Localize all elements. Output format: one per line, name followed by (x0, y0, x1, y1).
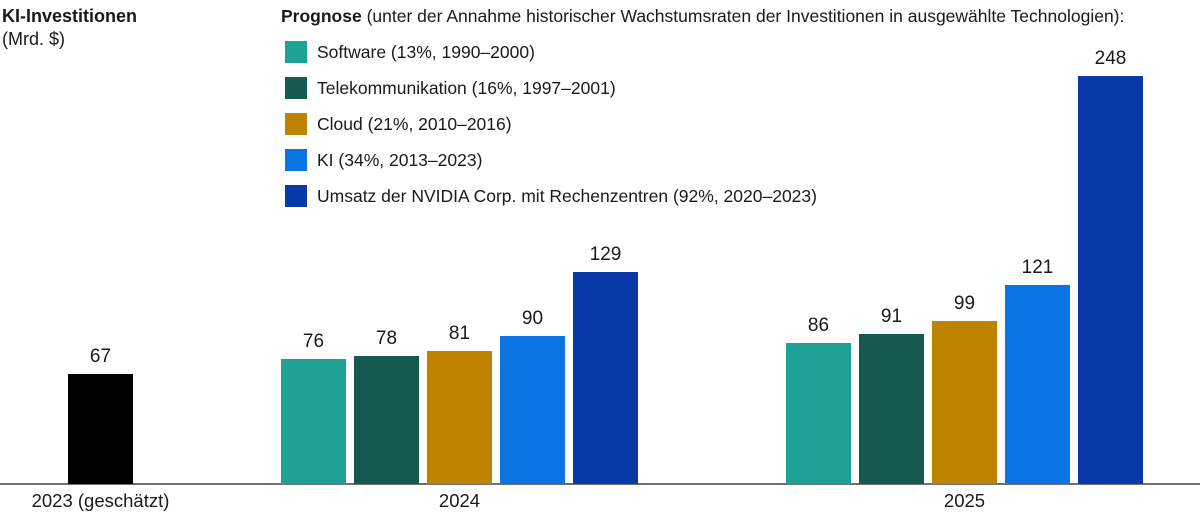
value-label-software-2024: 76 (302, 331, 325, 352)
value-label-cloud-2024: 81 (448, 323, 471, 344)
bar-software-2025 (786, 343, 851, 484)
legend-items: Software (13%, 1990–2000) Telekommunikati… (285, 34, 817, 214)
chart-title: KI-Investitionen (2, 6, 138, 26)
legend-swatch-nvidia-rechenzentren (285, 185, 307, 207)
legend-label-telekommunikation: Telekommunikation (16%, 1997–2001) (317, 77, 616, 98)
bar-nvidia-rechenzentren-2024 (573, 272, 638, 484)
legend-swatch-cloud (285, 113, 307, 135)
legend-label-ki: KI (34%, 2013–2023) (317, 149, 483, 170)
value-label-cloud-2025: 99 (953, 293, 976, 314)
legend-item-ki: KI (34%, 2013–2023) (285, 142, 817, 178)
legend-item-telekommunikation: Telekommunikation (16%, 1997–2001) (285, 70, 817, 106)
category-label-2023-geschaetzt: 2023 (geschätzt) (31, 490, 170, 511)
bar-software-2024 (281, 359, 346, 484)
legend-item-nvidia-rechenzentren: Umsatz der NVIDIA Corp. mit Rechenzentre… (285, 178, 817, 214)
bar-telekommunikation-2024 (354, 356, 419, 484)
legend-label-software: Software (13%, 1990–2000) (317, 41, 535, 62)
bar-estimate-2023-2023 (68, 374, 133, 484)
legend-label-cloud: Cloud (21%, 2010–2016) (317, 113, 512, 134)
legend-title-bold: Prognose (281, 6, 362, 26)
legend-swatch-telekommunikation (285, 77, 307, 99)
x-axis-line (0, 483, 1200, 485)
value-label-telekommunikation-2024: 78 (375, 328, 398, 349)
legend-swatch-ki (285, 149, 307, 171)
legend-swatch-software (285, 41, 307, 63)
bar-ki-2025 (1005, 285, 1070, 484)
value-label-ki-2025: 121 (1021, 257, 1054, 278)
bar-nvidia-rechenzentren-2025 (1078, 76, 1143, 484)
bar-ki-2024 (500, 336, 565, 484)
legend-label-nvidia-rechenzentren: Umsatz der NVIDIA Corp. mit Rechenzentre… (317, 185, 817, 206)
chart-unit-label: (Mrd. $) (2, 29, 65, 49)
bar-telekommunikation-2025 (859, 334, 924, 484)
category-label-2025: 2025 (943, 490, 986, 511)
legend-item-cloud: Cloud (21%, 2010–2016) (285, 106, 817, 142)
value-label-nvidia-rechenzentren-2025: 248 (1094, 48, 1127, 69)
bar-cloud-2024 (427, 351, 492, 484)
bar-cloud-2025 (932, 321, 997, 484)
legend-title-rest: (unter der Annahme historischer Wachstum… (361, 6, 1125, 26)
chart-title-block: KI-Investitionen (Mrd. $) (2, 5, 137, 51)
value-label-telekommunikation-2025: 91 (880, 306, 903, 327)
category-label-2024: 2024 (438, 490, 481, 511)
legend-title: Prognose (unter der Annahme historischer… (281, 5, 1124, 27)
legend-item-software: Software (13%, 1990–2000) (285, 34, 817, 70)
value-label-ki-2024: 90 (521, 308, 544, 329)
value-label-estimate-2023-2023: 67 (89, 346, 112, 367)
legend: Prognose (unter der Annahme historischer… (281, 5, 1124, 207)
value-label-software-2025: 86 (807, 315, 830, 336)
value-label-nvidia-rechenzentren-2024: 129 (589, 244, 622, 265)
